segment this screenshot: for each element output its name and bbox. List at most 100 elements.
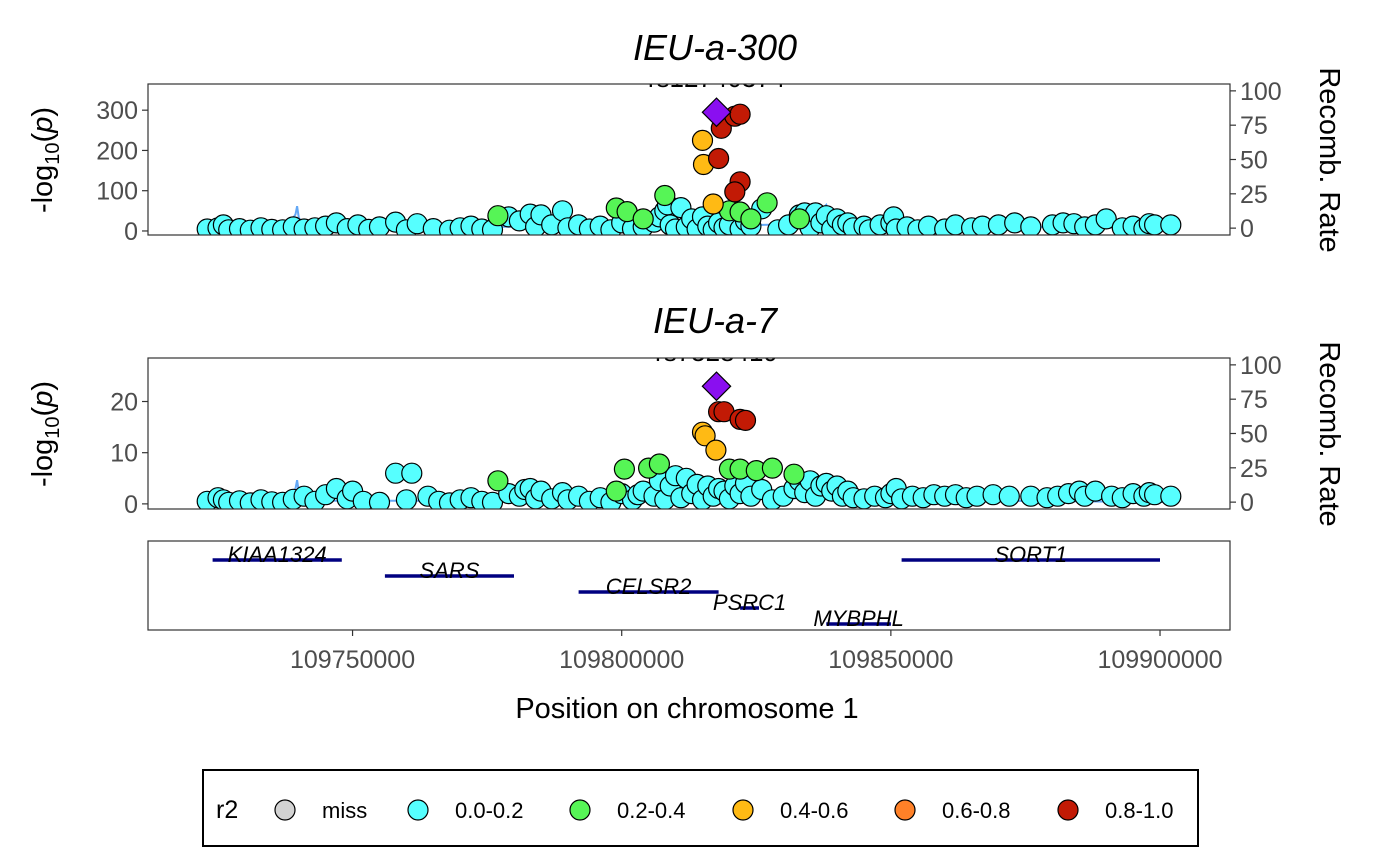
ylabel-close: ) xyxy=(27,107,59,117)
snp-point xyxy=(705,439,727,461)
snp-point xyxy=(1095,208,1117,230)
y-right-tick-label: 50 xyxy=(1240,421,1268,449)
lead-snp-marker xyxy=(701,371,732,402)
gene-label: KIAA1324 xyxy=(228,542,327,567)
lead-snp-label: rs12740374 xyxy=(648,63,785,93)
legend-label: miss xyxy=(322,798,367,823)
ylabel-prefix: -log xyxy=(27,439,59,487)
gene-track-border xyxy=(147,540,1231,631)
y-right-tick-label: 75 xyxy=(1240,386,1268,414)
legend-label: 0.6-0.8 xyxy=(942,798,1011,823)
ylabel-prefix: -log xyxy=(27,165,59,213)
snp-point xyxy=(702,193,724,215)
x-axis: 109750000 109800000 109850000 109900000 Pos… xyxy=(290,630,1223,725)
snp-point xyxy=(761,457,784,479)
ylabel-open: ( xyxy=(27,132,59,142)
snp-point xyxy=(724,181,746,203)
snp-point xyxy=(487,470,509,492)
y-axis-label-right: Recomb. Rate xyxy=(1313,67,1345,252)
points-layer xyxy=(196,103,1182,235)
legend-label: 0.4-0.6 xyxy=(780,798,849,823)
lead-layer: rs7528419 xyxy=(655,337,778,402)
genes-layer: KIAA1324 SARS CELSR2 PSRC1 MYBPHL SORT1 xyxy=(212,542,1160,631)
legend-title: r2 xyxy=(216,796,238,824)
ylabel-p: p xyxy=(27,391,59,408)
lead-snp-marker xyxy=(701,97,732,128)
x-tick-label: 109900000 xyxy=(1097,646,1222,674)
gene-label: PSRC1 xyxy=(713,590,786,615)
snp-point xyxy=(740,208,762,230)
legend-swatch xyxy=(894,799,916,821)
snp-point xyxy=(368,491,391,509)
y-axis-right: 0 25 50 75 100 Recomb. Rate xyxy=(1230,67,1345,253)
panel-title: IEU-a-300 xyxy=(633,27,797,68)
snp-point xyxy=(783,463,805,485)
snp-point xyxy=(694,425,716,447)
y-tick-label: 0 xyxy=(124,218,138,246)
gene-label: MYBPHL xyxy=(813,606,903,631)
y-axis-left: 0 100 200 300 -log10(p) xyxy=(27,97,148,246)
x-tick-label: 109800000 xyxy=(559,646,684,674)
x-axis-label: Position on chromosome 1 xyxy=(515,693,858,725)
legend-label: 0.8-1.0 xyxy=(1105,798,1174,823)
panel-ieu-a-7: IEU-a-7 rs7528419 0 10 20 -log10(p) 0 25 50 7… xyxy=(27,300,1345,527)
y-tick-label: 20 xyxy=(110,389,138,417)
snp-point xyxy=(401,462,423,484)
y-axis-label-right: Recomb. Rate xyxy=(1313,341,1345,526)
ylabel-close: ) xyxy=(27,381,59,391)
y-right-tick-label: 0 xyxy=(1240,489,1254,517)
lead-snp-label: rs7528419 xyxy=(655,337,778,367)
y-right-tick-label: 0 xyxy=(1240,215,1254,243)
snp-point xyxy=(605,480,627,502)
gene-label: SARS xyxy=(420,558,480,583)
legend-label: 0.2-0.4 xyxy=(617,798,686,823)
legend: r2 miss 0.0-0.2 0.2-0.4 0.4-0.6 0.6-0.8 0.8-1… xyxy=(202,769,1199,847)
snp-point xyxy=(707,147,730,170)
snp-point xyxy=(998,485,1020,507)
x-tick-label: 109750000 xyxy=(290,646,415,674)
lead-layer: rs12740374 xyxy=(648,63,785,128)
legend-swatch xyxy=(732,799,754,821)
y-right-tick-label: 25 xyxy=(1240,181,1268,209)
ylabel-p: p xyxy=(27,117,59,134)
legend-box xyxy=(202,769,1199,847)
y-tick-label: 0 xyxy=(124,491,138,519)
snp-point xyxy=(756,192,778,214)
snp-point xyxy=(632,208,654,230)
snp-point xyxy=(487,205,509,227)
gene-label: SORT1 xyxy=(994,542,1067,567)
y-right-tick-label: 50 xyxy=(1240,147,1268,175)
y-axis-label-left: -log10(p) xyxy=(27,107,64,213)
snp-point xyxy=(654,184,676,207)
legend-swatch xyxy=(569,799,591,821)
legend-swatch xyxy=(407,799,429,821)
snp-point xyxy=(648,453,671,475)
snp-point xyxy=(481,491,504,509)
y-tick-label: 200 xyxy=(96,137,138,165)
y-right-tick-label: 25 xyxy=(1240,455,1268,483)
y-axis-left: 0 10 20 -log10(p) xyxy=(27,381,148,519)
snp-point xyxy=(395,489,417,509)
y-axis-label-left: -log10(p) xyxy=(27,381,64,487)
ylabel-sub: 10 xyxy=(42,416,64,438)
y-axis-right: 0 25 50 75 100 Recomb. Rate xyxy=(1230,341,1345,527)
gene-track: KIAA1324 SARS CELSR2 PSRC1 MYBPHL SORT1 xyxy=(147,540,1231,631)
panel-title: IEU-a-7 xyxy=(653,300,779,341)
snp-point xyxy=(691,129,714,151)
legend-items: miss 0.0-0.2 0.2-0.4 0.4-0.6 0.6-0.8 0.8-1.0 xyxy=(274,798,1174,823)
y-right-tick-label: 100 xyxy=(1240,78,1282,106)
snp-point xyxy=(1020,216,1042,235)
points-layer xyxy=(196,401,1182,509)
snp-point xyxy=(1160,214,1182,235)
y-right-tick-label: 75 xyxy=(1240,112,1268,140)
y-tick-label: 300 xyxy=(96,97,138,125)
ylabel-open: ( xyxy=(27,406,59,416)
panel-ieu-a-300: IEU-a-300 rs12740374 0 100 200 300 -log10(p… xyxy=(27,27,1345,253)
legend-swatch xyxy=(1057,799,1079,821)
snp-point xyxy=(1160,485,1182,507)
legend-swatch xyxy=(274,799,296,821)
x-tick-label: 109850000 xyxy=(828,646,953,674)
snp-point xyxy=(729,103,751,125)
y-tick-label: 100 xyxy=(96,178,138,206)
